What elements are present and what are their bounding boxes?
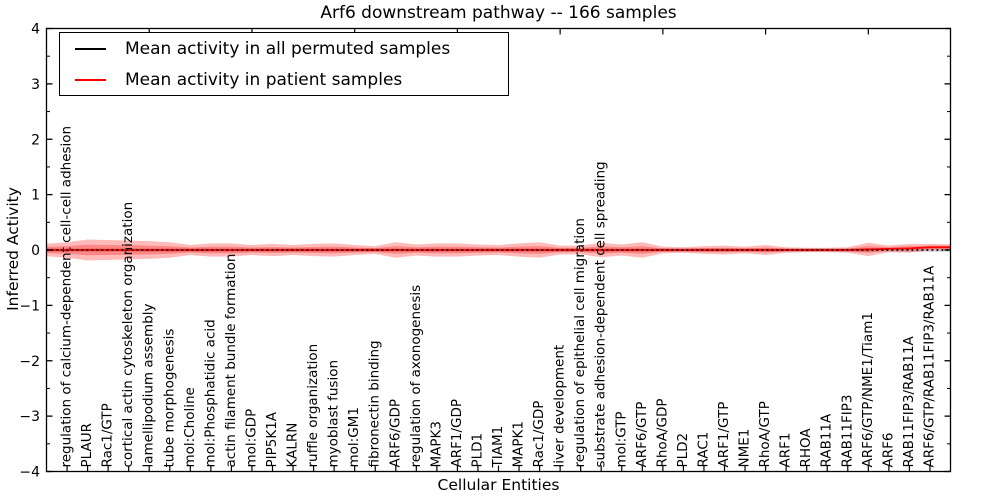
- x-tick-label: mol:Choline: [182, 387, 198, 467]
- x-tick-label: cortical actin cytoskeleton organization: [120, 202, 136, 468]
- y-tick-label: −4: [19, 465, 40, 481]
- y-tick-label: 2: [31, 132, 40, 148]
- x-tick-label: ARF1: [778, 433, 794, 468]
- x-tick-label: RhoA/GDP: [654, 399, 670, 468]
- x-tick-label: liver development: [552, 345, 568, 468]
- x-tick-label: Rac1/GTP: [100, 403, 116, 467]
- chart-title: Arf6 downstream pathway -- 166 samples: [320, 3, 677, 23]
- x-tick-label: tube morphogenesis: [161, 329, 177, 468]
- x-tick-label: fibronectin binding: [367, 340, 383, 467]
- x-tick-label: ARF6/GTP/NME1/Tiam1: [860, 312, 876, 467]
- y-tick-label: 4: [31, 22, 40, 38]
- y-tick-label: 3: [31, 77, 40, 93]
- legend-row-patient: Mean activity in patient samples: [60, 64, 508, 95]
- x-tick-label: RhoA/GTP: [757, 401, 773, 467]
- x-tick-label: mol:GM1: [346, 407, 362, 467]
- legend-swatch: [75, 78, 106, 81]
- y-tick-label: 0: [31, 243, 40, 259]
- x-tick-label: Rac1/GDP: [531, 401, 547, 468]
- x-tick-label: substrate adhesion-dependent cell spread…: [593, 161, 609, 467]
- legend-label-patient: Mean activity in patient samples: [125, 69, 403, 90]
- y-tick-label: 1: [31, 188, 40, 204]
- x-tick-label: lamellipodium assembly: [141, 304, 157, 468]
- x-tick-label: ARF6/GTP: [634, 402, 650, 468]
- x-tick-label: ARF6/GDP: [387, 399, 403, 468]
- axes-spines: [45, 27, 952, 473]
- x-tick-label: mol:Phosphatidic acid: [202, 319, 218, 467]
- x-tick-label: NME1: [737, 429, 753, 468]
- x-tick-label: actin filament bundle formation: [223, 254, 239, 468]
- x-tick-label: RHOA: [798, 428, 814, 468]
- x-tick-label: ARF6: [880, 433, 896, 468]
- x-tick-label: TIAM1: [490, 426, 506, 469]
- legend: Mean activity in all permuted samples Me…: [59, 32, 509, 96]
- x-tick-label: RAB11FIP3/RAB11A: [901, 335, 917, 467]
- x-tick-label: myoblast fusion: [326, 360, 342, 468]
- x-tick-label: MAPK3: [428, 421, 444, 467]
- y-tick-label: −1: [19, 298, 40, 314]
- legend-label-permuted: Mean activity in all permuted samples: [125, 38, 451, 59]
- x-tick-label: PIP5K1A: [264, 411, 280, 467]
- x-tick-label: PLD2: [675, 433, 691, 468]
- x-axis-label: Cellular Entities: [437, 476, 560, 494]
- x-tick-label: mol:GDP: [243, 409, 259, 468]
- x-tick-label: regulation of axonogenesis: [408, 285, 424, 468]
- x-tick-label: ARF1/GDP: [449, 399, 465, 468]
- x-tick-label: RAB11FIP3: [839, 395, 855, 468]
- legend-row-permuted: Mean activity in all permuted samples: [60, 33, 508, 64]
- x-tick-label: ruffle organization: [305, 344, 321, 468]
- x-tick-label: mol:GTP: [613, 411, 629, 467]
- y-tick-label: −2: [19, 354, 40, 370]
- y-tick-label: −3: [19, 409, 40, 425]
- x-tick-label: PLD1: [469, 433, 485, 468]
- x-tick-label: regulation of epithelial cell migration: [572, 218, 588, 467]
- x-tick-label: MAPK1: [511, 421, 527, 467]
- x-tick-label: RAB11A: [819, 413, 835, 468]
- x-tick-label: ARF1/GTP: [716, 402, 732, 468]
- legend-swatch: [75, 47, 106, 50]
- x-tick-label: KALRN: [285, 423, 301, 468]
- x-tick-label: ARF6/GTP/RAB11FIP3/RAB11A: [921, 265, 937, 467]
- x-tick-label: RAC1: [695, 432, 711, 468]
- x-tick-label: PLAUR: [79, 423, 95, 467]
- x-tick-label: regulation of calcium-dependent cell-cel…: [59, 126, 75, 468]
